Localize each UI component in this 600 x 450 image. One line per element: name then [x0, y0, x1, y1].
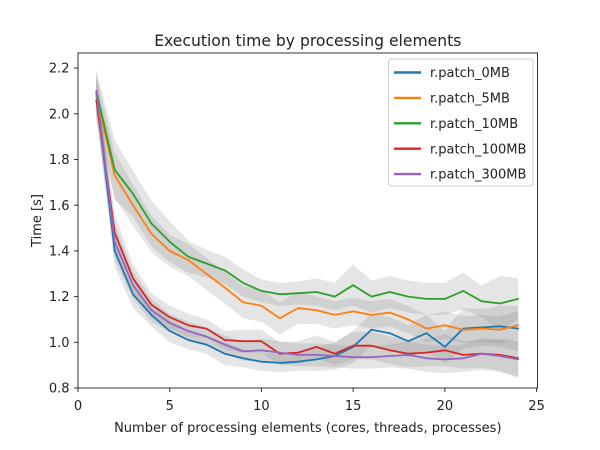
legend-item: r.patch_10MB	[394, 117, 518, 132]
legend-item: r.patch_300MB	[394, 168, 526, 183]
band-r.patch_0MB	[96, 72, 519, 372]
legend-label: r.patch_300MB	[430, 168, 526, 183]
axis-ticks-layer: 0 5 10 15 20 25 0.8 1.0 1.2 1.4 1.6 1.8 2.0 2.2	[49, 62, 545, 414]
x-tick-label: 0	[74, 399, 82, 414]
series-lines-layer	[95, 90, 520, 364]
y-tick-label: 1.0	[49, 336, 70, 351]
legend-label: r.patch_0MB	[430, 66, 510, 81]
chart-title: Execution time by processing elements	[154, 32, 461, 50]
series-line-r.patch_10MB	[95, 90, 520, 305]
band-r.patch_10MB	[96, 70, 519, 331]
x-tick-label: 5	[166, 399, 174, 414]
y-tick-label: 0.8	[49, 382, 70, 397]
y-tick-label: 1.4	[49, 244, 70, 259]
x-tick-label: 25	[528, 399, 545, 414]
legend-label: r.patch_100MB	[430, 142, 526, 157]
legend: r.patch_0MB r.patch_5MB r.patch_10MB r.patc…	[388, 58, 534, 187]
x-tick-label: 20	[437, 399, 454, 414]
y-tick-label: 1.8	[49, 153, 70, 168]
axes-frame	[77, 52, 538, 389]
x-tick-label: 10	[253, 399, 270, 414]
x-tick-label: 15	[345, 399, 362, 414]
y-tick-label: 1.2	[49, 290, 70, 305]
y-tick-label: 2.2	[49, 62, 70, 77]
band-r.patch_100MB	[96, 79, 519, 377]
y-tick-label: 2.0	[49, 107, 70, 122]
series-line-r.patch_300MB	[95, 90, 520, 361]
band-r.patch_300MB	[96, 70, 519, 378]
legend-label: r.patch_10MB	[430, 117, 518, 132]
legend-label: r.patch_5MB	[430, 92, 510, 107]
legend-box	[388, 58, 534, 187]
series-line-r.patch_5MB	[95, 94, 520, 331]
series-line-r.patch_0MB	[95, 92, 520, 364]
legend-item: r.patch_5MB	[394, 92, 510, 107]
legend-item: r.patch_100MB	[394, 142, 526, 157]
x-axis-label: Number of processing elements (cores, th…	[114, 421, 501, 436]
y-axis-label: Time [s]	[30, 194, 45, 248]
series-line-r.patch_100MB	[95, 99, 520, 360]
band-r.patch_5MB	[96, 74, 519, 344]
legend-item: r.patch_0MB	[394, 66, 510, 81]
y-tick-label: 1.6	[49, 199, 70, 214]
confidence-bands-layer	[96, 70, 519, 378]
